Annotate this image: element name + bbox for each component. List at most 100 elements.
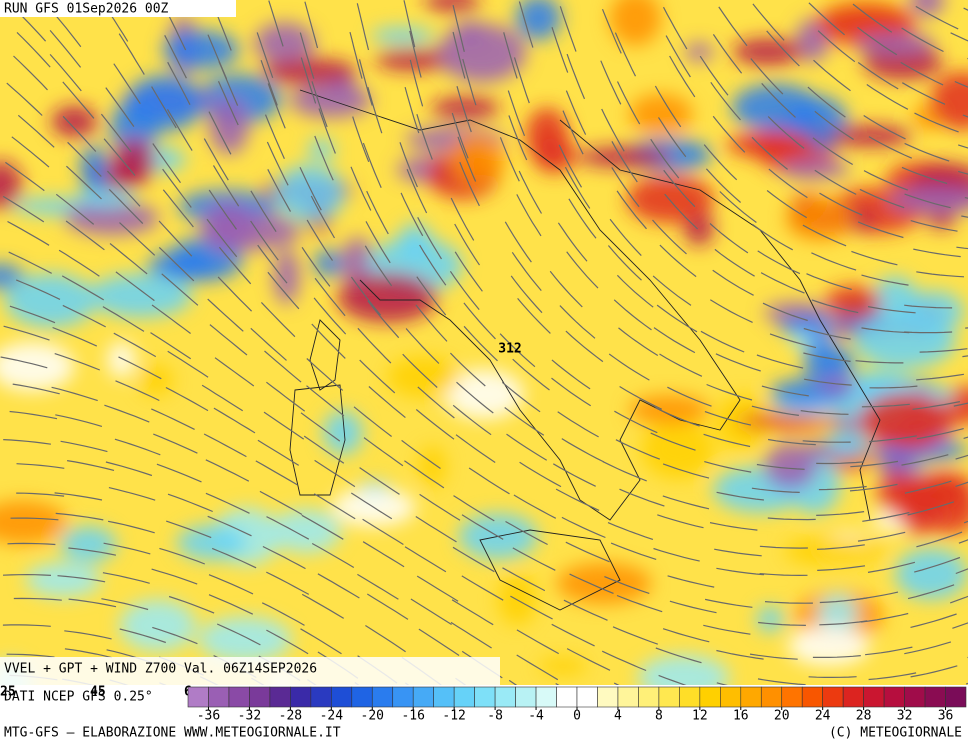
streamline <box>400 192 424 237</box>
colorbar-tick-label: -8 <box>487 709 503 724</box>
field-blob <box>370 27 434 44</box>
streamline <box>811 252 857 271</box>
streamline <box>513 494 557 519</box>
streamline <box>756 354 804 369</box>
streamline <box>454 251 483 292</box>
streamline <box>260 60 278 106</box>
field-blob <box>818 377 858 395</box>
streamline <box>619 488 665 507</box>
streamline <box>461 575 504 601</box>
streamline <box>609 218 642 257</box>
streamline <box>716 567 765 576</box>
colorbar-swatch <box>904 686 926 708</box>
streamline <box>516 654 559 681</box>
streamline <box>904 480 952 494</box>
colorbar-tick-label: -28 <box>279 709 302 724</box>
streamline <box>761 82 796 118</box>
field-blob <box>313 249 343 278</box>
field-blob <box>198 616 292 663</box>
streamline <box>213 407 256 434</box>
streamline <box>817 30 856 63</box>
streamline <box>705 168 741 203</box>
streamline <box>164 35 187 79</box>
streamline <box>712 269 754 296</box>
streamline <box>357 327 392 364</box>
streamline <box>652 219 687 255</box>
map-title: VVEL + GPT + WIND Z700 Val. 06Z14SEP2026 <box>4 662 317 677</box>
streamline <box>819 192 863 216</box>
streamline <box>267 83 286 129</box>
streamline <box>105 87 135 127</box>
streamline <box>58 249 100 277</box>
streamline <box>2 624 51 627</box>
streamline <box>857 221 904 239</box>
streamline <box>108 487 156 501</box>
field-blob <box>637 654 730 685</box>
streamline <box>956 246 968 250</box>
contour-label: 312 <box>498 342 521 357</box>
streamline <box>455 434 496 463</box>
streamline <box>10 517 59 521</box>
streamline <box>103 138 136 176</box>
colorbar-swatch <box>331 686 353 708</box>
streamline <box>557 222 588 262</box>
streamline <box>607 245 642 281</box>
streamline <box>366 593 409 620</box>
streamline <box>907 584 955 600</box>
streamline <box>318 108 336 154</box>
streamline <box>350 276 382 316</box>
colorbar-tick-label: -20 <box>361 709 384 724</box>
streamline <box>517 298 551 334</box>
streamline <box>910 665 958 678</box>
streamline <box>863 114 906 140</box>
streamline <box>362 541 405 568</box>
streamline <box>401 439 441 469</box>
streamline <box>958 144 968 149</box>
colorbar-tick-label: 4 <box>614 709 622 724</box>
streamline <box>55 414 103 427</box>
streamline <box>559 305 596 339</box>
streamline <box>203 138 229 181</box>
streamline <box>712 34 743 74</box>
streamline <box>516 629 559 655</box>
streamline <box>616 81 641 125</box>
streamline <box>114 438 161 456</box>
streamline <box>15 279 61 300</box>
field-blob <box>0 500 68 545</box>
streamline <box>851 250 898 266</box>
streamline <box>657 117 687 158</box>
streamline <box>756 463 805 470</box>
streamline <box>505 520 548 546</box>
streamline <box>62 81 95 119</box>
field-blob <box>803 335 840 385</box>
streamline <box>216 623 261 646</box>
streamline <box>350 492 393 520</box>
streamline <box>415 515 457 543</box>
streamline <box>3 439 51 445</box>
streamline <box>811 299 859 314</box>
streamline <box>208 574 254 595</box>
streamline <box>255 460 298 486</box>
streamline <box>504 407 545 436</box>
streamline <box>767 517 816 521</box>
streamline <box>703 433 751 448</box>
streamline <box>568 198 597 239</box>
streamline <box>356 3 370 51</box>
streamline <box>718 6 748 47</box>
field-blob <box>626 175 714 224</box>
lon-label: 25 <box>0 685 16 700</box>
streamline <box>349 31 363 79</box>
streamline <box>802 440 851 443</box>
streamline <box>866 84 909 110</box>
field-blob <box>825 285 882 320</box>
streamline <box>807 86 846 118</box>
streamline <box>901 82 946 105</box>
streamline <box>167 61 191 105</box>
streamline <box>818 485 867 491</box>
streamline <box>165 386 209 412</box>
run-label: RUN GFS 01Sep2026 00Z <box>4 2 169 17</box>
streamline <box>850 591 899 601</box>
streamline <box>655 407 700 427</box>
colorbar-swatch <box>433 686 455 708</box>
streamline <box>101 598 149 611</box>
